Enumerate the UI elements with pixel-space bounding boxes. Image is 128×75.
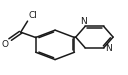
Text: N: N <box>81 17 87 26</box>
Text: O: O <box>1 40 8 49</box>
Text: N: N <box>105 44 112 53</box>
Text: Cl: Cl <box>28 11 37 20</box>
